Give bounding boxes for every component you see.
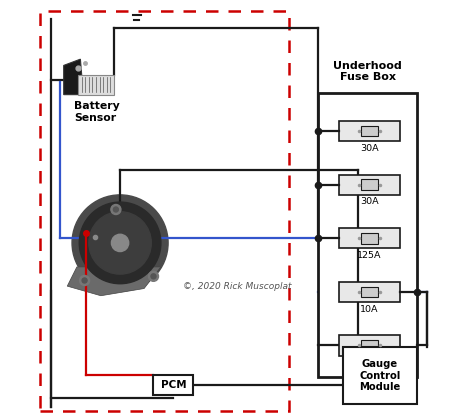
- Bar: [361, 233, 378, 243]
- Circle shape: [89, 212, 151, 274]
- Bar: [339, 335, 400, 356]
- Bar: [339, 175, 400, 195]
- Circle shape: [151, 274, 156, 279]
- Circle shape: [82, 278, 87, 283]
- Bar: [361, 340, 378, 351]
- Text: Underhood
Fuse Box: Underhood Fuse Box: [333, 60, 402, 82]
- Text: 30A: 30A: [360, 197, 379, 207]
- Bar: [154, 375, 193, 396]
- Bar: [339, 228, 400, 248]
- Polygon shape: [64, 59, 82, 95]
- Circle shape: [148, 272, 158, 281]
- Bar: [344, 347, 417, 403]
- Text: Gauge
Control
Module: Gauge Control Module: [359, 359, 401, 392]
- Bar: [339, 121, 400, 141]
- Bar: [339, 282, 400, 302]
- Text: 30A: 30A: [360, 144, 379, 153]
- Text: PCM: PCM: [161, 380, 186, 391]
- Text: 7.5A: 7.5A: [359, 358, 380, 367]
- Circle shape: [113, 207, 118, 212]
- Circle shape: [111, 234, 129, 251]
- Bar: [361, 287, 378, 297]
- Bar: [361, 179, 378, 190]
- Text: 10A: 10A: [360, 305, 379, 313]
- Bar: [319, 93, 417, 377]
- Circle shape: [72, 195, 168, 291]
- Circle shape: [80, 275, 90, 285]
- Circle shape: [111, 204, 121, 215]
- Bar: [78, 75, 114, 95]
- Text: Battery
Sensor: Battery Sensor: [74, 101, 120, 122]
- Polygon shape: [67, 267, 161, 296]
- Text: ©, 2020 Rick Muscoplat: ©, 2020 Rick Muscoplat: [183, 282, 291, 291]
- Bar: [361, 126, 378, 137]
- Circle shape: [79, 202, 161, 284]
- Text: 125A: 125A: [357, 251, 382, 260]
